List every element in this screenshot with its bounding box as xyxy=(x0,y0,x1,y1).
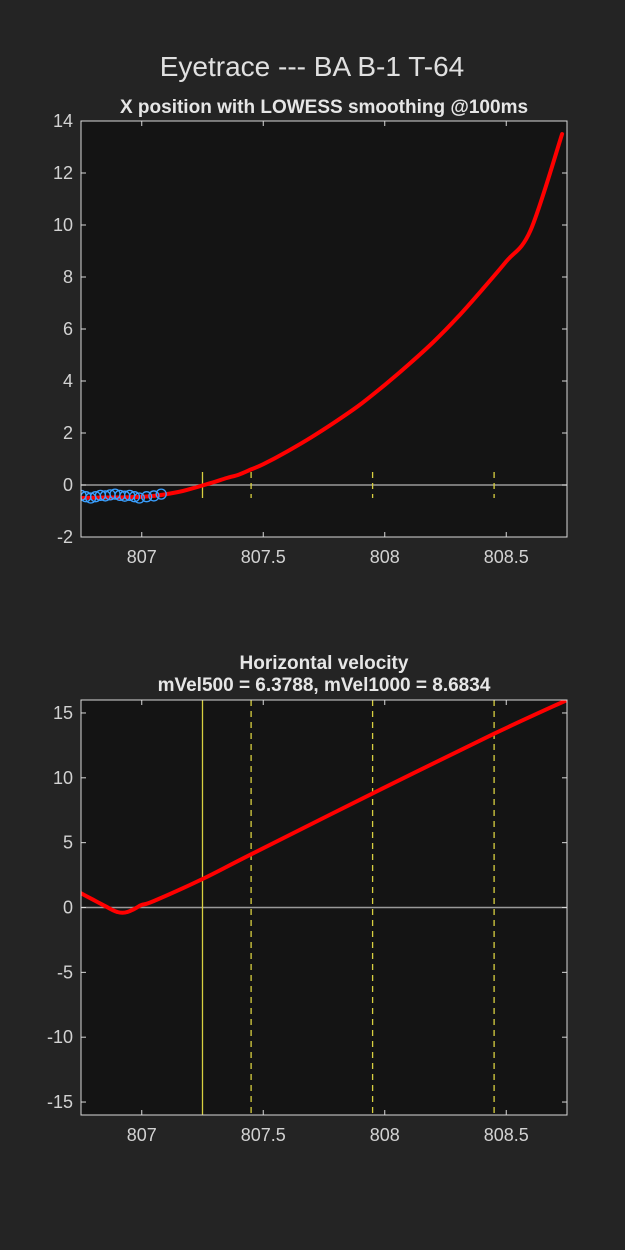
x-position-x-tick-label: 807 xyxy=(127,547,157,567)
velocity-trace-line xyxy=(81,700,567,915)
velocity-y-tick-label: 10 xyxy=(53,768,73,788)
velocity-y-tick-label: 15 xyxy=(53,703,73,723)
x-position-x-tick-label: 808.5 xyxy=(484,547,529,567)
velocity-panel: Horizontal velocity mVel500 = 6.3788, mV… xyxy=(47,653,568,1145)
x-position-data-point xyxy=(140,491,153,503)
velocity-x-tick-label: 808 xyxy=(370,1125,400,1145)
velocity-x-tick-label: 808.5 xyxy=(484,1125,529,1145)
velocity-y-tick-label: 0 xyxy=(63,898,73,918)
velocity-plot-layer xyxy=(81,700,567,1115)
x-position-y-tick-label: 14 xyxy=(53,111,73,131)
x-position-y-tick-label: 10 xyxy=(53,215,73,235)
x-position-plot-area xyxy=(81,121,567,537)
figure-title: Eyetrace --- BA B-1 T-64 xyxy=(160,51,465,82)
x-position-x-tick-label: 807.5 xyxy=(241,547,286,567)
x-position-y-tick-label: 4 xyxy=(63,371,73,391)
x-position-trace-line xyxy=(81,132,565,500)
x-position-y-tick-label: -2 xyxy=(57,527,73,547)
x-position-y-tick-label: 0 xyxy=(63,475,73,495)
velocity-y-tick-label: 5 xyxy=(63,833,73,853)
velocity-y-tick-label: -10 xyxy=(47,1027,73,1047)
x-position-x-tick-label: 808 xyxy=(370,547,400,567)
x-position-y-tick-label: 2 xyxy=(63,423,73,443)
velocity-y-tick-label: -5 xyxy=(57,962,73,982)
x-position-data-point xyxy=(128,491,141,503)
velocity-title: Horizontal velocity xyxy=(240,653,409,674)
x-position-y-tick-label: 6 xyxy=(63,319,73,339)
x-position-y-tick-label: 8 xyxy=(63,267,73,287)
x-position-title: X position with LOWESS smoothing @100ms xyxy=(120,97,528,118)
x-position-panel: X position with LOWESS smoothing @100ms … xyxy=(53,97,568,567)
x-position-data-point xyxy=(155,488,167,500)
velocity-x-tick-label: 807 xyxy=(127,1125,157,1145)
x-position-plot-layer xyxy=(81,132,567,504)
x-position-data-point xyxy=(133,492,145,504)
x-position-y-tick-label: 12 xyxy=(53,163,73,183)
x-position-data-point xyxy=(148,490,160,502)
velocity-y-tick-label: -15 xyxy=(47,1092,73,1112)
velocity-subtitle: mVel500 = 6.3788, mVel1000 = 8.6834 xyxy=(158,675,491,696)
velocity-x-tick-label: 807.5 xyxy=(241,1125,286,1145)
